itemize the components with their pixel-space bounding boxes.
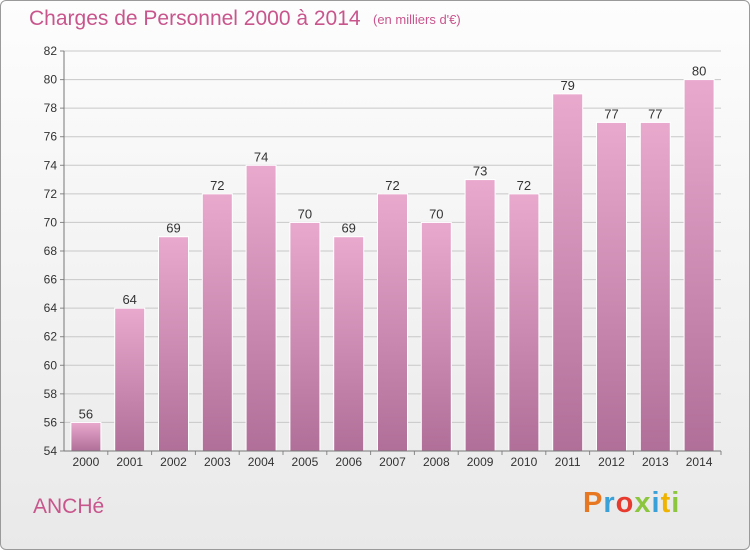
bar-2005	[289, 221, 321, 452]
data-label-2008: 70	[429, 206, 443, 221]
x-tick-label-2012: 2012	[598, 455, 625, 469]
bar-2014	[683, 79, 715, 452]
logo-letter: i	[671, 487, 681, 519]
logo-letter: P	[583, 487, 604, 519]
value-labels: 56 64 69 72 74 70 69 72 70 73 72 79 77 77 80	[79, 64, 707, 422]
chart-title: Charges de Personnel 2000 à 2014	[29, 7, 361, 30]
y-tick-label: 82	[44, 44, 58, 58]
x-tick-label-2007: 2007	[379, 455, 406, 469]
bar-2002	[158, 236, 189, 452]
x-tick-label-2014: 2014	[686, 455, 713, 469]
logo-letter: x	[634, 487, 652, 519]
bar-2004	[245, 164, 277, 452]
bar-2001	[114, 307, 146, 452]
y-tick-label: 60	[44, 358, 58, 372]
y-tick-label: 70	[44, 215, 58, 229]
y-tick-label: 76	[44, 130, 58, 144]
data-label-2001: 64	[122, 292, 136, 307]
proxiti-logo[interactable]: Proxiti	[583, 487, 680, 520]
x-tick-label-2010: 2010	[511, 455, 538, 469]
y-tick-label: 64	[44, 301, 58, 315]
x-tick-label-2003: 2003	[204, 455, 231, 469]
commune-name: ANCHé	[33, 495, 105, 518]
logo-letter: r	[603, 487, 616, 519]
bar-2006	[333, 236, 365, 452]
bar-2000	[70, 421, 102, 452]
y-tick-label: 62	[44, 330, 58, 344]
y-tick-label: 74	[44, 158, 58, 172]
x-tick-label-2002: 2002	[160, 455, 187, 469]
x-tick-label-2011: 2011	[555, 455, 581, 469]
x-tick-label-2001: 2001	[116, 455, 143, 469]
data-label-2002: 69	[166, 221, 180, 236]
y-tick-label: 72	[44, 187, 58, 201]
y-axis-ticks: 54 56 58 60 62 64 66 68 70 72 74 76 78 80 82	[44, 44, 64, 458]
x-tick-label-2009: 2009	[467, 455, 494, 469]
y-tick-label: 68	[44, 244, 58, 258]
bar-2013	[639, 121, 671, 452]
x-tick-label-2005: 2005	[292, 455, 319, 469]
data-label-2014: 80	[692, 64, 706, 79]
x-axis-ticks: 2000 2001 2002 2003 2004 2005 2006 2007 2008 2009…	[73, 451, 722, 469]
y-tick-label: 78	[44, 101, 58, 115]
logo-letter: t	[660, 487, 672, 519]
data-label-2011: 79	[560, 78, 574, 93]
bar-2009	[464, 179, 496, 452]
data-label-2003: 72	[210, 178, 224, 193]
bars	[70, 79, 715, 452]
y-tick-label: 54	[44, 444, 58, 458]
chart-subtitle: (en milliers d'€)	[373, 12, 461, 27]
data-label-2005: 70	[298, 206, 312, 221]
data-label-2013: 77	[648, 106, 662, 121]
data-label-2007: 72	[385, 178, 399, 193]
data-label-2012: 77	[604, 106, 618, 121]
bar-2008	[420, 221, 452, 452]
y-tick-label: 80	[44, 73, 58, 87]
logo-letter: i	[651, 487, 661, 519]
data-label-2004: 74	[254, 149, 268, 164]
bar-2011	[552, 93, 584, 452]
x-tick-label-2013: 2013	[642, 455, 669, 469]
x-tick-label-2006: 2006	[335, 455, 362, 469]
x-tick-label-2004: 2004	[248, 455, 275, 469]
logo-letter: o	[615, 487, 635, 519]
data-label-2010: 72	[517, 178, 531, 193]
x-tick-label-2000: 2000	[73, 455, 100, 469]
y-tick-label: 58	[44, 387, 58, 401]
data-label-2000: 56	[79, 406, 93, 421]
data-label-2006: 69	[341, 221, 355, 236]
bar-2007	[377, 193, 408, 452]
bar-2003	[201, 193, 233, 452]
y-tick-label: 56	[44, 415, 58, 429]
data-label-2009: 73	[473, 164, 487, 179]
bar-2010	[508, 193, 540, 452]
bar-2012	[596, 121, 627, 452]
y-tick-label: 66	[44, 273, 58, 287]
x-tick-label-2008: 2008	[423, 455, 450, 469]
